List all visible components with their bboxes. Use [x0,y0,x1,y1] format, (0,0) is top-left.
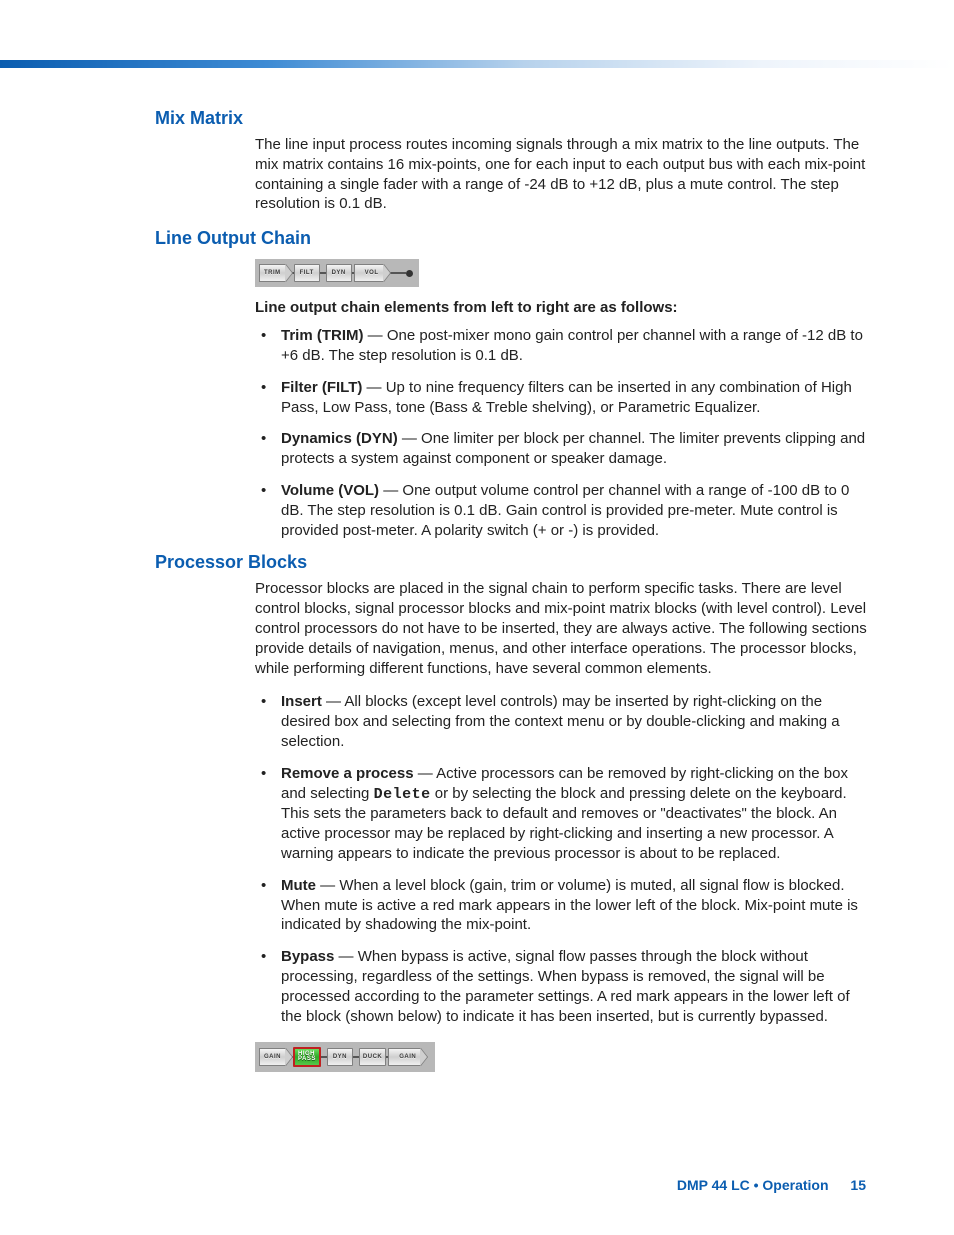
bullet-trim: Trim (TRIM) — One post-mixer mono gain c… [255,326,867,366]
chain1-block-trim: TRIM [259,264,286,282]
bullet-bypass: Bypass — When bypass is active, signal f… [255,947,867,1026]
bullet-volume: Volume (VOL) — One output volume control… [255,481,867,540]
bullet-filter: Filter (FILT) — Up to nine frequency fil… [255,378,867,418]
code-delete: Delete [374,786,431,803]
connector [320,272,326,274]
chain2-block-gain-2: GAIN [388,1048,421,1066]
bullet-insert: Insert — All blocks (except level contro… [255,692,867,751]
chain1-block-filt: FILT [294,264,320,282]
header-gradient-bar [0,60,954,68]
bullet-label: Bypass [281,948,334,965]
mix-matrix-body: The line input process routes incoming s… [255,135,867,214]
bullet-text: — All blocks (except level controls) may… [281,693,840,750]
heading-mix-matrix: Mix Matrix [155,108,867,129]
heading-line-output-chain: Line Output Chain [155,228,867,249]
bullet-label: Filter (FILT) [281,379,362,396]
bypass-chain-diagram: GAIN HIGHPASS DYN DUCK GAIN [255,1038,867,1084]
bullet-label: Remove a process [281,765,414,782]
bullet-text: — When a level block (gain, trim or volu… [281,877,858,934]
line-output-subhead: Line output chain elements from left to … [255,299,867,316]
chain2-block-duck: DUCK [359,1048,386,1066]
bullet-text: — When bypass is active, signal flow pas… [281,948,850,1024]
page-footer: DMP 44 LC • Operation 15 [677,1177,866,1193]
bullet-dynamics: Dynamics (DYN) — One limiter per block p… [255,429,867,469]
bullet-label: Dynamics (DYN) [281,430,398,447]
page-content: Mix Matrix The line input process routes… [155,108,867,1084]
footer-page-number: 15 [850,1177,866,1193]
chain2-block-dyn: DYN [327,1048,353,1066]
bullet-label: Volume (VOL) [281,482,379,499]
processor-blocks-body: Processor blocks are placed in the signa… [255,579,867,678]
bullet-text: — Up to nine frequency filters can be in… [281,379,852,416]
chain-strip-2: GAIN HIGHPASS DYN DUCK GAIN [255,1042,435,1072]
bullet-remove: Remove a process — Active processors can… [255,764,867,864]
line-output-bullets: Trim (TRIM) — One post-mixer mono gain c… [255,326,867,540]
chain2-block-highpass: HIGHPASS [293,1047,321,1067]
bullet-mute: Mute — When a level block (gain, trim or… [255,876,867,935]
chain1-block-vol: VOL [354,264,384,282]
terminator-dot [406,270,413,277]
bullet-text: — One post-mixer mono gain control per c… [281,327,863,364]
chain2-block-gain: GAIN [259,1048,286,1066]
bullet-label: Insert [281,693,322,710]
chain1-block-dyn: DYN [326,264,352,282]
line-output-chain-diagram: TRIM FILT DYN VOL [255,255,867,299]
heading-processor-blocks: Processor Blocks [155,552,867,573]
bullet-label: Mute [281,877,316,894]
processor-blocks-bullets: Insert — All blocks (except level contro… [255,692,867,1026]
bullet-label: Trim (TRIM) [281,327,364,344]
chain-strip-1: TRIM FILT DYN VOL [255,259,419,287]
footer-product: DMP 44 LC • Operation [677,1177,829,1193]
